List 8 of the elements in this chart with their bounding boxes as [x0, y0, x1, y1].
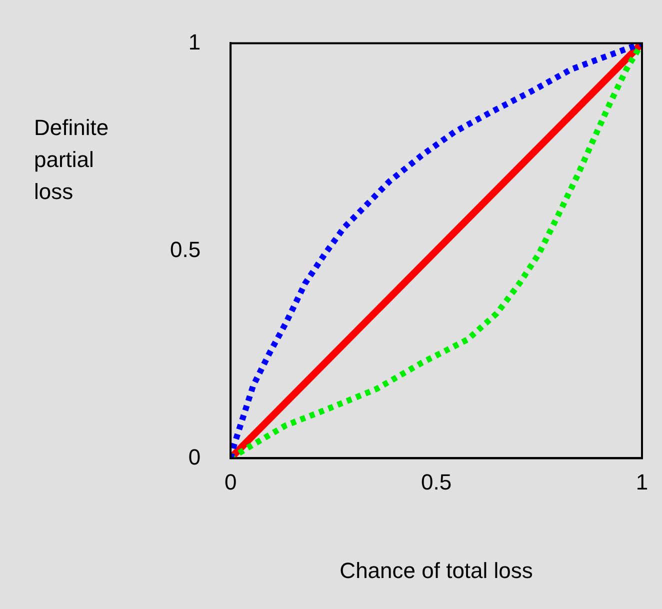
x-axis-title: Chance of total loss: [340, 558, 533, 583]
y-axis-title: Definite partial loss: [34, 114, 110, 206]
y-tick-label: 1: [188, 29, 201, 54]
x-tick-label: 1: [636, 469, 648, 494]
y-tick-label: 0: [188, 444, 201, 470]
y-tick-label: 0.5: [170, 236, 201, 262]
x-tick-label: 0.5: [420, 469, 452, 494]
x-tick-label: 0: [224, 469, 237, 494]
